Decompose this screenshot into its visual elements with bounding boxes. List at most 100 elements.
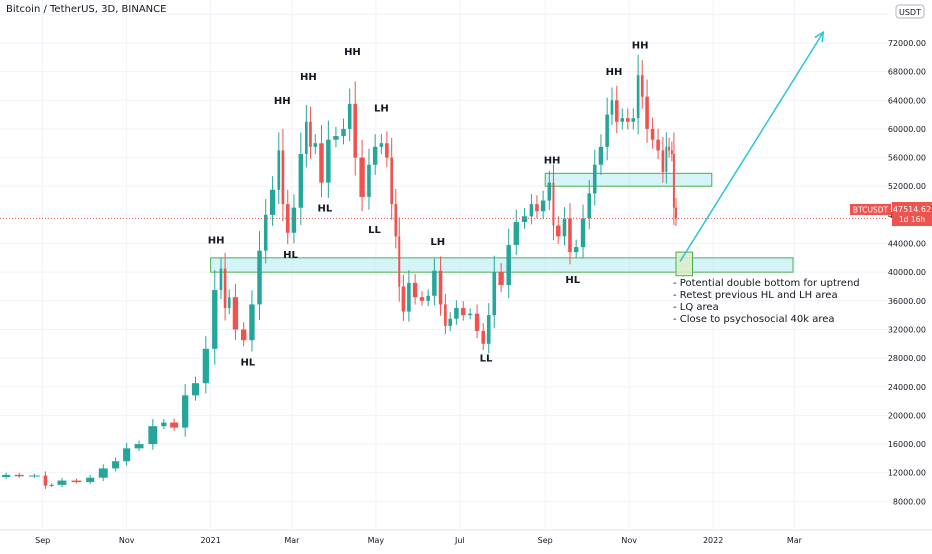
candle-down [285, 204, 290, 233]
candle-up [98, 468, 108, 478]
candle-up [57, 480, 67, 485]
candle-down [674, 207, 677, 219]
candle-down [614, 100, 619, 122]
swing-label-hh: HH [208, 236, 225, 247]
resistance-zone [544, 172, 713, 187]
candle-up [291, 207, 297, 233]
price-axis[interactable]: 8000.00 12000.00 16000.00 20000.00 24000.00 2… [888, 0, 932, 530]
price-tick-label: 24000.00 [888, 383, 926, 392]
swing-label-hh: HH [344, 47, 361, 58]
candle-up [134, 444, 144, 449]
candle-up [191, 383, 200, 396]
swing-label-hh: HH [606, 67, 623, 78]
price-tick-label: 36000.00 [888, 297, 926, 306]
candle-up [219, 268, 223, 291]
candle-up [492, 272, 497, 316]
candle-down [359, 157, 365, 197]
swing-label-ll: LL [368, 225, 381, 236]
swing-label-hh: HH [300, 72, 317, 83]
price-tick-label: 28000.00 [888, 354, 926, 363]
candle-down [556, 225, 561, 237]
candle-up [367, 164, 371, 197]
time-tick-label: Jul [454, 536, 465, 545]
candle-up [269, 189, 276, 215]
symbol-price-tag: BTCUSDT 47514.62 1d 16h [850, 202, 932, 226]
candle-up [29, 475, 40, 477]
price-tick-label: 40000.00 [888, 268, 926, 277]
candle-down [656, 139, 660, 151]
candle-up [304, 121, 308, 154]
candle-up [529, 204, 534, 217]
time-axis[interactable]: Sep Nov 2021 Mar May Jul Sep Nov 2022 Mar [0, 529, 932, 545]
time-tick-label: Nov [621, 536, 637, 545]
candle-up [257, 250, 262, 305]
candle-down [170, 422, 179, 428]
price-tick-label: 68000.00 [888, 68, 926, 77]
candle-down [670, 150, 673, 154]
analysis-notes: - Potential double bottom for uptrend - … [673, 278, 860, 325]
symbol-tag-label: BTCUSDT [853, 206, 889, 215]
candle-down [398, 236, 401, 287]
candle-up [448, 318, 452, 326]
swing-label-hl: HL [318, 203, 333, 214]
price-tick-label: 64000.00 [888, 96, 926, 105]
candle-up [562, 218, 567, 237]
candle-up [426, 295, 430, 301]
candle-down [626, 118, 630, 122]
candle-down [309, 121, 312, 147]
currency-badge[interactable]: USDT [895, 4, 925, 19]
arrow-layer[interactable] [679, 30, 825, 262]
candle-down [640, 75, 644, 97]
swing-label-lh: LH [430, 237, 445, 248]
candle-up [333, 136, 339, 140]
candle-down [14, 474, 24, 477]
candle-up [341, 128, 346, 137]
candle-up [631, 118, 636, 122]
candle-down [281, 150, 285, 205]
candle-up [212, 290, 218, 349]
candle-down [223, 268, 227, 308]
price-tick-label: 12000.00 [888, 469, 926, 478]
time-tick-label: 2021 [200, 536, 220, 545]
candle-up [407, 282, 411, 312]
candle-up [227, 297, 231, 308]
time-tick-label: Mar [284, 536, 300, 545]
swing-label-hh: HH [274, 96, 291, 107]
candle-up [540, 200, 546, 212]
candle-layer [2, 54, 677, 489]
time-tick-label: Nov [119, 536, 135, 545]
candle-up [263, 214, 268, 251]
swing-label-hl: HL [565, 275, 580, 286]
candle-down [401, 286, 406, 312]
candle-up [326, 139, 331, 183]
candle-up [112, 461, 120, 469]
candle-up [2, 474, 11, 477]
price-tick-label: 32000.00 [888, 325, 926, 334]
zone-layer [210, 172, 794, 277]
candle-up [521, 216, 528, 223]
candle-up [432, 270, 437, 296]
note-line-1: - Potential double bottom for uptrend [673, 278, 860, 289]
candle-down [394, 204, 398, 237]
candle-down [645, 96, 649, 129]
candle-down [552, 182, 555, 226]
candle-up [467, 313, 473, 316]
candle-down [444, 304, 447, 326]
price-tick-label: 60000.00 [888, 125, 926, 134]
candle-down [535, 204, 539, 212]
candle-up [86, 477, 95, 483]
price-tick-label: 20000.00 [888, 411, 926, 420]
label-layer: HH HL HH HL HH HL HH LH LL LH LL HH HL HH HH [208, 41, 649, 369]
price-tick-label: 52000.00 [888, 182, 926, 191]
note-line-2: - Retest previous HL and LH area [673, 290, 838, 301]
currency-badge-label: USDT [899, 8, 921, 17]
candle-down [438, 270, 443, 305]
price-tick-label: 44000.00 [888, 240, 926, 249]
candle-down [412, 282, 418, 298]
candle-down [240, 329, 247, 341]
last-price-label: 47514.62 [893, 205, 931, 214]
candle-down [498, 272, 504, 286]
candle-up [636, 75, 640, 119]
